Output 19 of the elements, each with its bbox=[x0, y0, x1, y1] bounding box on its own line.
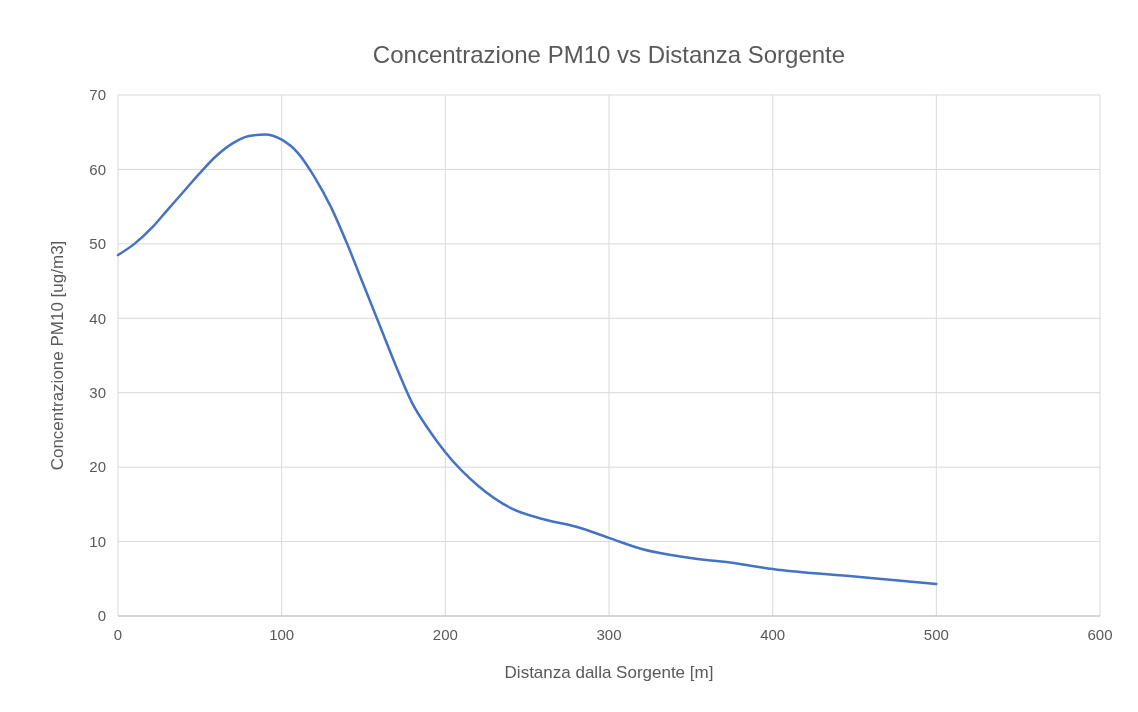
x-tick-label: 500 bbox=[923, 626, 949, 643]
y-tick-label: 10 bbox=[89, 532, 106, 550]
y-tick-label: 50 bbox=[89, 235, 106, 253]
x-tick-label: 0 bbox=[113, 626, 123, 643]
x-tick-label: 300 bbox=[596, 626, 622, 643]
x-axis-title: Distanza dalla Sorgente [m] bbox=[504, 663, 714, 682]
x-tick-label: 100 bbox=[269, 626, 295, 643]
x-tick-label: 600 bbox=[1087, 626, 1113, 643]
y-tick-label: 40 bbox=[89, 309, 106, 327]
x-tick-label: 400 bbox=[760, 626, 786, 643]
y-tick-label: 60 bbox=[89, 160, 106, 178]
y-tick-label: 70 bbox=[89, 86, 106, 104]
y-axis-title: Concentrazione PM10 [ug/m3] bbox=[48, 240, 67, 471]
chart-title: Concentrazione PM10 vs Distanza Sorgente bbox=[372, 41, 846, 68]
y-tick-label: 30 bbox=[89, 383, 106, 401]
x-tick-label: 200 bbox=[432, 626, 458, 643]
y-tick-label: 0 bbox=[97, 607, 106, 625]
y-tick-label: 20 bbox=[89, 458, 106, 476]
line-series bbox=[116, 133, 938, 586]
